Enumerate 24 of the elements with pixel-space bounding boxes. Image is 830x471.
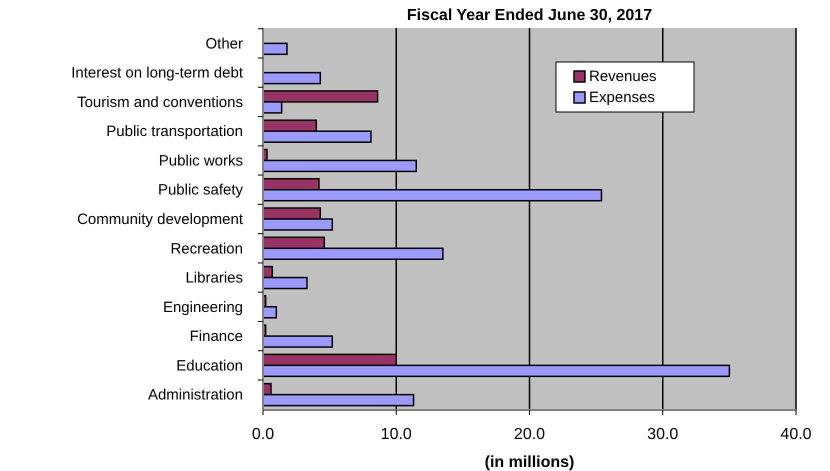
bar	[262, 42, 288, 56]
x-tick-label: 10.0	[380, 426, 412, 443]
x-tick-label: 30.0	[647, 426, 678, 443]
y-tick-label: Other	[205, 35, 244, 52]
y-tick-label: Finance	[190, 328, 243, 346]
bar	[262, 72, 322, 84]
y-tick-label: Administration	[148, 386, 243, 404]
legend-label: Expenses	[589, 89, 655, 106]
x-axis-title: (in millions)	[484, 454, 574, 471]
y-tick-label: Tourism and conventions	[77, 94, 243, 111]
y-tick-label: Public transportation	[106, 123, 243, 140]
y-tick-label: Interest on long-term debt	[71, 64, 244, 82]
y-tick-label: Libraries	[185, 270, 243, 287]
y-tick-label: Engineering	[162, 298, 243, 316]
y-tick-label: Public works	[158, 152, 243, 170]
x-tick-label: 40.0	[780, 426, 812, 443]
y-tick-label: Education	[176, 357, 243, 374]
chart-title: Fiscal Year Ended June 30, 2017	[406, 7, 652, 24]
y-tick-label: Recreation	[170, 240, 243, 258]
y-tick-label: Community development	[77, 211, 244, 228]
x-tick-label: 20.0	[514, 426, 546, 443]
y-tick-label: Public safety	[158, 182, 244, 199]
x-tick-label: 0.0	[252, 426, 274, 443]
legend-label: Revenues	[589, 68, 657, 85]
